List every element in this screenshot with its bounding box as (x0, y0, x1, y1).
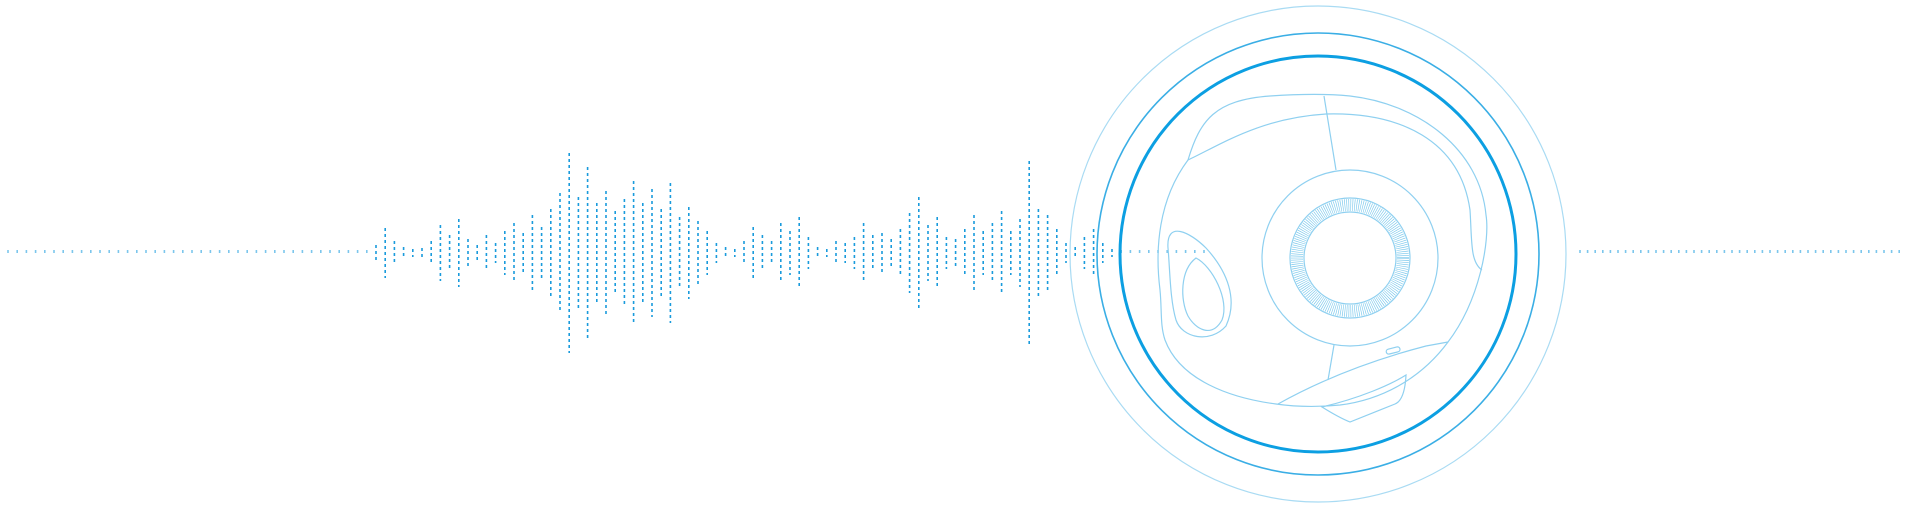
waveform-left (7, 153, 1205, 353)
side-button-outer (1167, 230, 1232, 338)
inner-ring (1118, 54, 1518, 454)
outer-ring (1069, 5, 1567, 503)
device-base (1320, 373, 1407, 423)
waveform-right (1579, 250, 1900, 256)
indicator-slot (1385, 346, 1401, 355)
pulse-rings (1069, 5, 1567, 503)
smart-home-camera-outline-icon (1157, 93, 1488, 423)
middle-ring (1096, 32, 1540, 476)
device-lower-seam (1277, 341, 1449, 405)
side-button-inner (1182, 257, 1225, 331)
device-top-seam (1323, 95, 1337, 171)
lens-ring-outer (1289, 197, 1411, 319)
lens-housing (1261, 169, 1439, 347)
device-upper-seam (1187, 113, 1483, 271)
device-bottom-seam (1327, 344, 1335, 381)
lens-ring-inner (1303, 211, 1397, 305)
device-body-outline (1157, 93, 1488, 408)
lens-texture (1291, 199, 1409, 317)
